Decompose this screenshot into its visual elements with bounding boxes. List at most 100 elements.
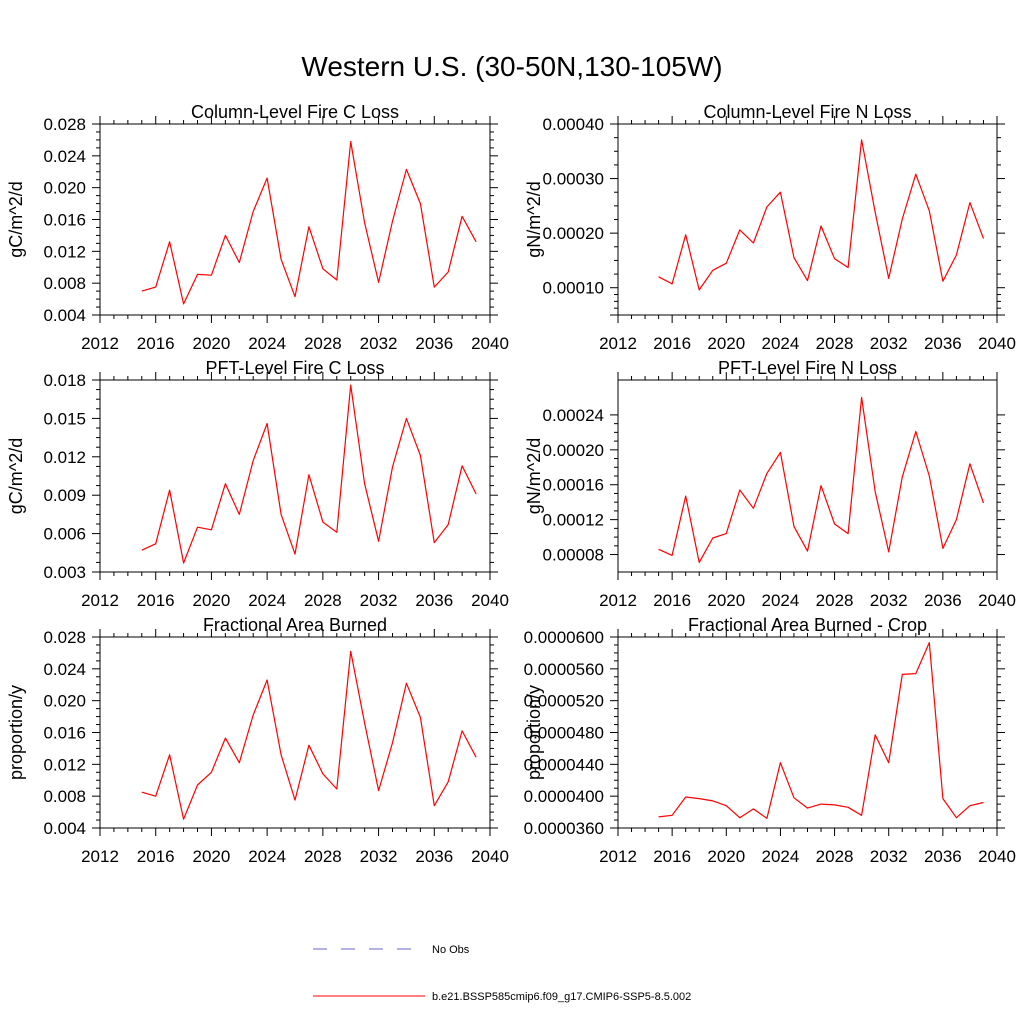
x-tick-label: 2012 — [599, 334, 637, 353]
plot-frame — [617, 123, 998, 316]
y-tick-label: 0.00024 — [543, 406, 604, 425]
plot-frame — [99, 379, 491, 573]
panel-title: Column-Level Fire C Loss — [191, 102, 399, 122]
y-tick-label: 0.00016 — [543, 476, 604, 495]
y-tick-label: 0.020 — [43, 692, 86, 711]
x-tick-label: 2020 — [193, 591, 231, 610]
y-axis-label: gC/m^2/d — [6, 438, 26, 514]
x-tick-label: 2032 — [360, 334, 398, 353]
y-tick-label: 0.020 — [43, 179, 86, 198]
x-tick-label: 2016 — [137, 847, 175, 866]
x-tick-label: 2024 — [248, 847, 286, 866]
y-tick-label: 0.008 — [43, 787, 86, 806]
x-tick-label: 2028 — [304, 847, 342, 866]
x-tick-label: 2016 — [653, 847, 691, 866]
x-tick-label: 2024 — [248, 334, 286, 353]
y-tick-label: 0.006 — [43, 525, 86, 544]
y-tick-label: 0.0000400 — [524, 787, 604, 806]
chart-panel-3: PFT-Level Fire C Loss gC/m^2/d 2012 2016 202… — [6, 358, 509, 610]
x-tick-label: 2016 — [653, 591, 691, 610]
y-tick-label: 0.008 — [43, 274, 86, 293]
x-tick-label: 2024 — [248, 591, 286, 610]
y-axis-label: gN/m^2/d — [524, 438, 544, 514]
x-tick-label: 2036 — [924, 847, 962, 866]
x-tick-label: 2020 — [707, 847, 745, 866]
x-tick-label: 2016 — [653, 334, 691, 353]
x-tick-label: 2024 — [762, 591, 800, 610]
y-tick-label: 0.028 — [43, 115, 86, 134]
x-tick-label: 2028 — [816, 591, 854, 610]
y-tick-label: 0.004 — [43, 819, 86, 838]
x-tick-label: 2036 — [924, 334, 962, 353]
panel-title: Fractional Area Burned - Crop — [688, 615, 927, 635]
x-tick-label: 2040 — [471, 847, 509, 866]
y-tick-label: 0.012 — [43, 242, 86, 261]
x-tick-label: 2020 — [193, 334, 231, 353]
x-tick-label: 2040 — [978, 334, 1016, 353]
y-tick-label: 0.015 — [43, 409, 86, 428]
y-tick-label: 0.012 — [43, 755, 86, 774]
y-tick-label: 0.00020 — [543, 441, 604, 460]
y-tick-label: 0.004 — [43, 306, 86, 325]
y-tick-label: 0.0000600 — [524, 628, 604, 647]
y-tick-label: 0.024 — [43, 660, 86, 679]
x-tick-label: 2024 — [762, 334, 800, 353]
legend: No Obs b.e21.BSSP585cmip6.f09_g17.CMIP6-… — [313, 944, 691, 1003]
y-tick-label: 0.0000360 — [524, 819, 604, 838]
y-tick-label: 0.00030 — [543, 170, 604, 189]
legend-label-no-obs: No Obs — [432, 944, 470, 956]
x-tick-label: 2012 — [599, 591, 637, 610]
legend-label-model: b.e21.BSSP585cmip6.f09_g17.CMIP6-SSP5-8.… — [432, 991, 691, 1003]
panel-title: Column-Level Fire N Loss — [703, 102, 911, 122]
x-tick-label: 2036 — [415, 591, 453, 610]
x-tick-label: 2016 — [137, 591, 175, 610]
y-tick-label: 0.0000520 — [524, 692, 604, 711]
series-line-1 — [658, 641, 984, 820]
x-tick-label: 2040 — [471, 334, 509, 353]
chart-panel-5: Fractional Area Burned proportion/y 2012 20… — [6, 615, 509, 866]
figure-title: Western U.S. (30-50N,130-105W) — [301, 51, 722, 82]
y-tick-label: 0.024 — [43, 147, 86, 166]
y-tick-label: 0.00020 — [543, 224, 604, 243]
plot-frame — [617, 636, 998, 829]
plot-frame — [99, 123, 491, 316]
series-line-1 — [141, 650, 477, 820]
x-tick-label: 2032 — [360, 847, 398, 866]
x-tick-label: 2012 — [81, 591, 119, 610]
y-tick-label: 0.0000440 — [524, 755, 604, 774]
x-tick-label: 2028 — [816, 847, 854, 866]
x-tick-label: 2024 — [762, 847, 800, 866]
x-tick-label: 2012 — [599, 847, 637, 866]
x-tick-label: 2016 — [137, 334, 175, 353]
panel-title: Fractional Area Burned — [203, 615, 387, 635]
x-tick-label: 2012 — [81, 847, 119, 866]
x-tick-label: 2040 — [471, 591, 509, 610]
y-tick-label: 0.00008 — [543, 546, 604, 565]
y-tick-label: 0.009 — [43, 486, 86, 505]
x-tick-label: 2020 — [707, 334, 745, 353]
x-tick-label: 2028 — [304, 591, 342, 610]
x-tick-label: 2032 — [870, 591, 908, 610]
y-tick-label: 0.028 — [43, 628, 86, 647]
y-axis-label: proportion/y — [524, 685, 544, 780]
chart-panel-6: Fractional Area Burned - Crop proportion/… — [524, 615, 1016, 866]
x-tick-label: 2032 — [870, 334, 908, 353]
x-tick-label: 2036 — [924, 591, 962, 610]
y-tick-label: 0.018 — [43, 371, 86, 390]
y-tick-label: 0.00040 — [543, 115, 604, 134]
chart-panel-1: Column-Level Fire C Loss gC/m^2/d 2012 2016… — [6, 102, 509, 353]
y-tick-label: 0.00012 — [543, 511, 604, 530]
x-tick-label: 2036 — [415, 334, 453, 353]
series-line-1 — [141, 384, 477, 564]
y-tick-label: 0.012 — [43, 448, 86, 467]
x-tick-label: 2028 — [304, 334, 342, 353]
series-line-1 — [658, 396, 985, 564]
y-tick-label: 0.016 — [43, 211, 86, 230]
x-tick-label: 2028 — [816, 334, 854, 353]
chart-panel-2: Column-Level Fire N Loss gN/m^2/d 2012 2016… — [524, 102, 1016, 353]
x-tick-label: 2040 — [978, 847, 1016, 866]
x-tick-label: 2032 — [870, 847, 908, 866]
y-axis-label: gC/m^2/d — [6, 181, 26, 257]
